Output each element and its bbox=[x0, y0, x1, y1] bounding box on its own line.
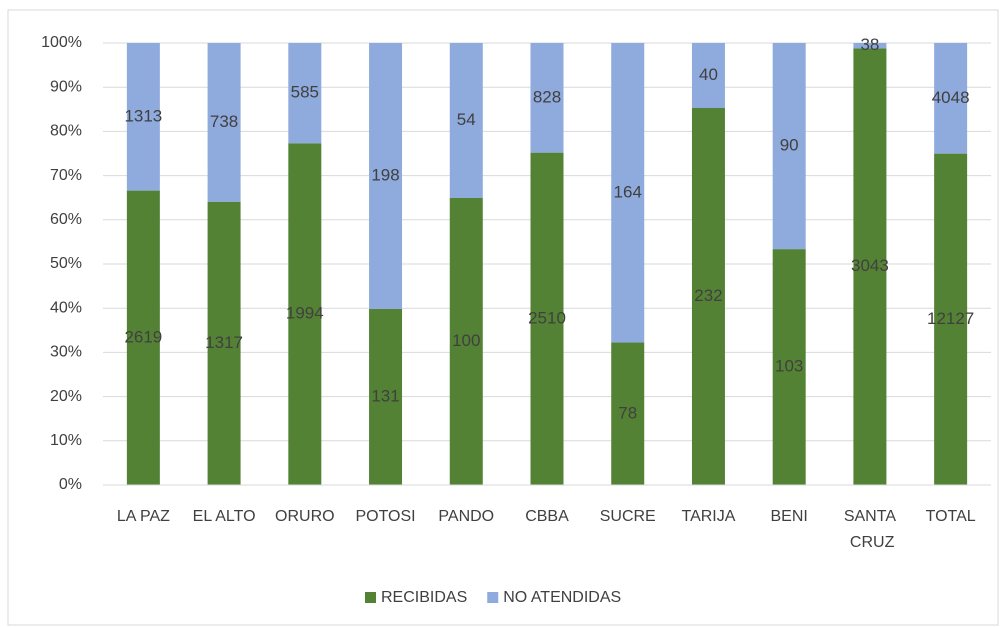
y-tick-label: 100% bbox=[41, 34, 82, 51]
bar-segment bbox=[369, 43, 403, 310]
y-tick-label: 30% bbox=[50, 344, 82, 361]
bar-segment bbox=[691, 108, 725, 485]
data-label: 90 bbox=[780, 136, 799, 155]
x-tick-label: POTOSI bbox=[355, 508, 415, 525]
y-tick-label: 50% bbox=[50, 255, 82, 272]
y-tick-label: 80% bbox=[50, 123, 82, 140]
data-label: 12127 bbox=[927, 309, 974, 328]
bar-segment bbox=[530, 152, 564, 486]
data-label: 1313 bbox=[124, 106, 162, 125]
x-tick-label: ORURO bbox=[275, 508, 335, 525]
x-tick-label: PANDO bbox=[438, 508, 494, 525]
y-tick-label: 0% bbox=[59, 476, 82, 493]
x-tick-label: LA PAZ bbox=[117, 508, 170, 525]
data-label: 585 bbox=[291, 83, 319, 102]
y-tick-label: 10% bbox=[50, 432, 82, 449]
bar-segment bbox=[530, 43, 564, 153]
y-tick-label: 90% bbox=[50, 78, 82, 95]
bar-segment bbox=[934, 43, 968, 154]
data-label: 4048 bbox=[932, 88, 970, 107]
data-label: 164 bbox=[614, 182, 642, 201]
x-tick-label: TARIJA bbox=[681, 508, 735, 525]
bar-segment bbox=[853, 48, 887, 485]
bar-segment bbox=[369, 309, 403, 485]
x-tick-label: TOTAL bbox=[926, 508, 976, 525]
y-tick-label: 60% bbox=[50, 211, 82, 228]
x-tick-label: CBBA bbox=[525, 508, 569, 525]
bar-segment bbox=[126, 43, 160, 191]
bar-segment bbox=[288, 143, 322, 485]
data-label: 100 bbox=[452, 331, 480, 350]
data-label: 3043 bbox=[851, 256, 889, 275]
x-tick-label: SUCRE bbox=[600, 508, 656, 525]
data-label: 2619 bbox=[124, 327, 162, 346]
bar-segment bbox=[853, 43, 887, 49]
bar-segment bbox=[126, 190, 160, 485]
bar-segment bbox=[772, 249, 806, 485]
bar-segment bbox=[449, 43, 483, 198]
chart-frame bbox=[7, 9, 999, 626]
data-label: 828 bbox=[533, 87, 561, 106]
y-tick-label: 20% bbox=[50, 388, 82, 405]
legend-swatch bbox=[487, 592, 499, 603]
data-label: 54 bbox=[457, 110, 476, 129]
data-label: 131 bbox=[371, 386, 399, 405]
bar-segment bbox=[449, 197, 483, 486]
data-label: 198 bbox=[371, 165, 399, 184]
bar-segment bbox=[934, 153, 968, 485]
bar-segment bbox=[611, 342, 645, 485]
data-label: 1317 bbox=[205, 333, 243, 352]
data-label: 40 bbox=[699, 65, 718, 84]
x-tick-label: BENI bbox=[771, 508, 808, 525]
legend-label: RECIBIDAS bbox=[381, 589, 467, 606]
bar-segment bbox=[691, 43, 725, 108]
data-label: 2510 bbox=[528, 308, 566, 327]
x-tick-label: EL ALTO bbox=[193, 508, 256, 525]
bar-segment bbox=[207, 201, 241, 485]
legend-swatch bbox=[365, 592, 376, 603]
data-label: 232 bbox=[694, 286, 722, 305]
data-label: 78 bbox=[618, 403, 637, 422]
data-label: 38 bbox=[860, 35, 879, 54]
data-label: 1994 bbox=[286, 304, 324, 323]
bar-segment bbox=[772, 43, 806, 250]
bar-segment bbox=[611, 43, 645, 343]
y-tick-label: 40% bbox=[50, 299, 82, 316]
bar-segment bbox=[288, 43, 322, 144]
y-tick-label: 70% bbox=[50, 167, 82, 184]
x-tick-label: SANTA CRUZ bbox=[844, 508, 896, 551]
bar-segment bbox=[207, 43, 241, 202]
data-label: 738 bbox=[210, 112, 238, 131]
data-label: 103 bbox=[775, 357, 803, 376]
legend-label: NO ATENDIDAS bbox=[503, 589, 621, 606]
